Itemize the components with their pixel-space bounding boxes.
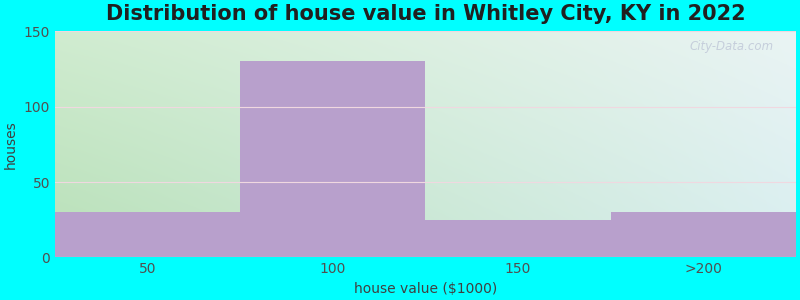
Title: Distribution of house value in Whitley City, KY in 2022: Distribution of house value in Whitley C… [106,4,746,24]
X-axis label: house value ($1000): house value ($1000) [354,282,497,296]
Bar [610,212,796,257]
Bar [55,212,240,257]
Bar [426,220,610,257]
Y-axis label: houses: houses [4,120,18,169]
Text: City-Data.com: City-Data.com [690,40,774,53]
Bar [240,61,426,257]
